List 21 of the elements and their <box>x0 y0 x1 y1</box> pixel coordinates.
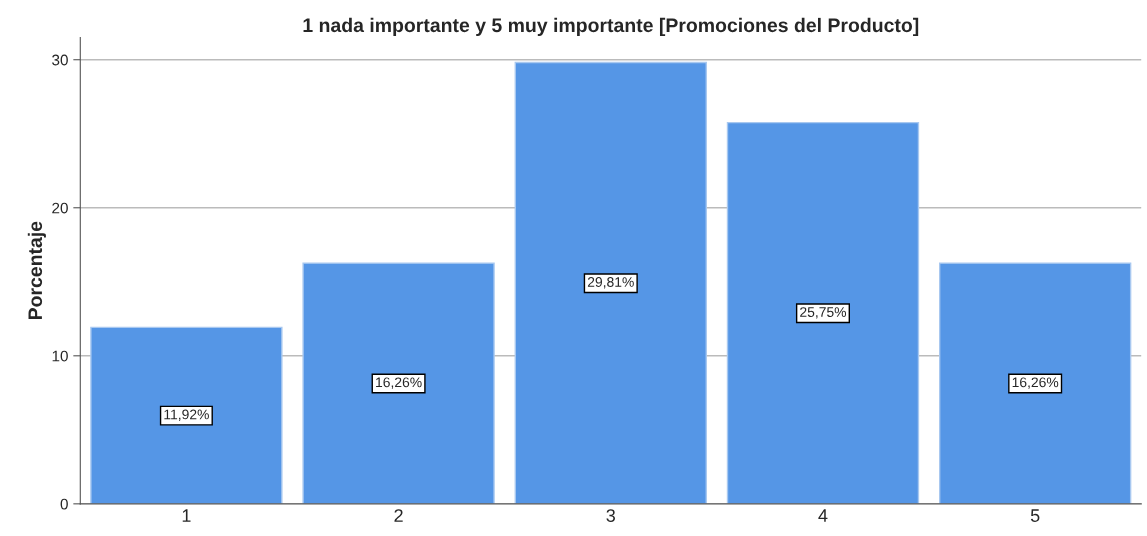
data-label: 29,81% <box>587 277 634 289</box>
x-tick-label: 5 <box>1030 509 1040 522</box>
y-tick-label: 20 <box>52 202 68 214</box>
y-tick-label: 0 <box>60 498 68 510</box>
data-label: 16,26% <box>376 377 422 389</box>
bar <box>938 262 1132 504</box>
x-tick-label: 4 <box>818 509 828 522</box>
y-axis-title: Porcentaje <box>27 221 46 320</box>
y-tick-label: 10 <box>52 350 68 362</box>
bar <box>726 121 920 504</box>
x-tick-label: 2 <box>394 509 403 522</box>
data-label: 16,26% <box>1012 377 1059 389</box>
x-tick-label: 3 <box>606 509 616 522</box>
bar <box>514 61 707 504</box>
bar <box>302 262 495 504</box>
x-tick-label: 1 <box>182 509 191 522</box>
bar <box>90 326 283 504</box>
data-label: 25,75% <box>800 307 847 319</box>
chart-title: 1 nada importante y 5 muy importante [Promociones del Producto] <box>303 17 919 36</box>
y-tick-label: 30 <box>52 54 68 66</box>
data-label: 11,92% <box>164 409 209 421</box>
